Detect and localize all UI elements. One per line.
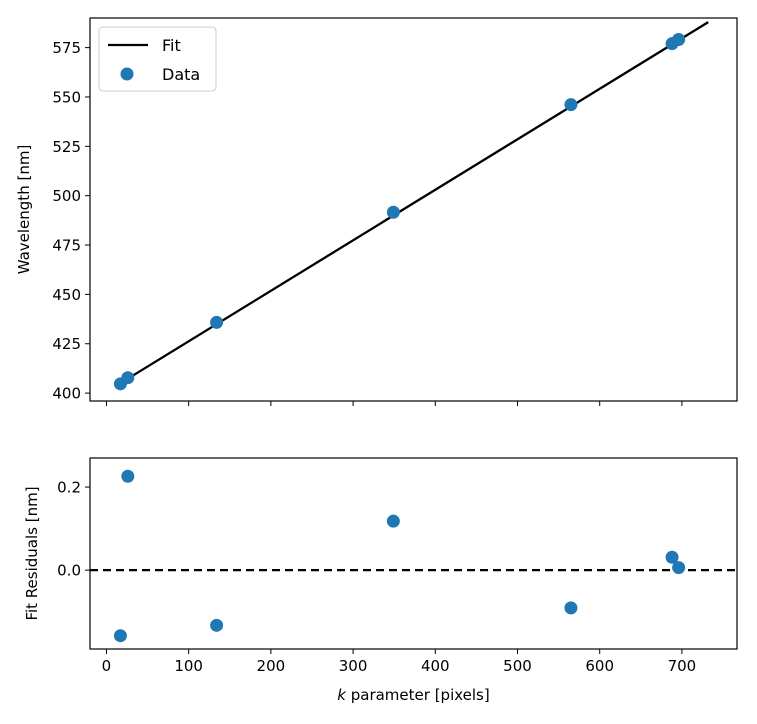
x-tick-label: 700 (668, 657, 697, 675)
residual-point (113, 629, 127, 643)
bottom-x-ticks: 0 100 200 300 400 500 600 700 (102, 649, 697, 675)
top-y-axis-label: Wavelength [nm] (15, 145, 33, 275)
data-point (121, 371, 135, 385)
fit-line (127, 21, 709, 380)
bottom-y-axis-label: Fit Residuals [nm] (23, 486, 41, 620)
legend-fit-label: Fit (162, 36, 181, 55)
residual-point (386, 514, 400, 528)
top-y-tick-label: 425 (52, 335, 81, 353)
top-x-ticks (105, 401, 683, 406)
bottom-axes-frame (89, 457, 738, 650)
bottom-y-tick-label: 0.0 (57, 562, 81, 580)
top-y-tick-label: 525 (52, 138, 81, 156)
legend-data-swatch (120, 67, 134, 81)
x-tick-label: 500 (503, 657, 532, 675)
x-tick-label: 600 (585, 657, 614, 675)
data-point (386, 205, 400, 219)
data-point (672, 33, 686, 47)
top-y-tick-label: 575 (52, 39, 81, 57)
top-y-tick-label: 550 (52, 88, 81, 106)
top-y-tick-label: 500 (52, 187, 81, 205)
top-y-tick-label: 450 (52, 286, 81, 304)
residual-point (121, 469, 135, 483)
bottom-y-ticks: 0.0 0.2 (57, 479, 90, 580)
top-y-tick-label: 400 (52, 385, 81, 403)
residual-point (672, 561, 686, 575)
residual-point (665, 550, 679, 564)
x-tick-label: 300 (339, 657, 368, 675)
bottom-plot-area (90, 469, 737, 643)
legend: Fit Data (98, 26, 217, 92)
top-axes-frame (89, 17, 738, 402)
residual-point (210, 618, 224, 632)
x-tick-label: 100 (174, 657, 203, 675)
x-tick-label: 200 (257, 657, 286, 675)
top-plot-area (113, 21, 709, 391)
top-y-ticks: 400 425 450 475 500 525 550 575 (52, 39, 90, 403)
bottom-y-tick-label: 0.2 (57, 479, 81, 497)
bottom-panel: 0 100 200 300 400 500 600 700 0.0 0.2 k paramete… (23, 457, 738, 704)
legend-data-label: Data (162, 65, 200, 84)
x-tick-label: 400 (421, 657, 450, 675)
residual-point (564, 601, 578, 615)
x-axis-label-rest: parameter [pixels] (346, 686, 490, 704)
top-panel: 400 425 450 475 500 525 550 575 Wavelength [nm]… (15, 17, 738, 406)
bottom-x-axis-label: k parameter [pixels] (337, 686, 489, 704)
x-tick-label: 0 (102, 657, 112, 675)
x-axis-label-k: k (337, 686, 347, 704)
top-y-tick-label: 475 (52, 237, 81, 255)
data-point (210, 315, 224, 329)
data-point (564, 98, 578, 112)
